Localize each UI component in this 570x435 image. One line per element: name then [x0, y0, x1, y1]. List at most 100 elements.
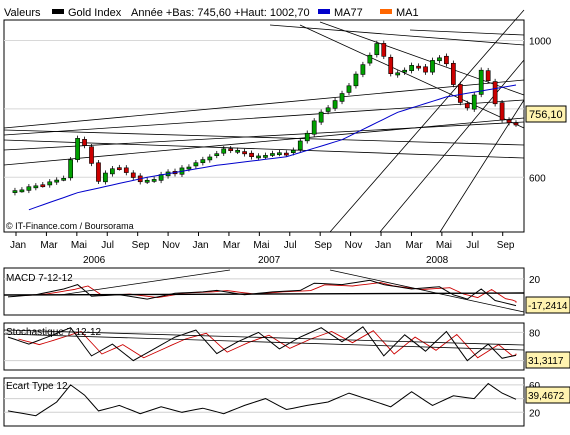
stochastic-value-box	[525, 351, 570, 369]
candle-body	[47, 181, 53, 186]
macd-panel	[3, 267, 525, 316]
macd-y-axis: 20	[529, 275, 541, 286]
candle-body	[381, 43, 387, 57]
x-tick-label: Jul	[466, 240, 479, 251]
trendlines	[3, 9, 525, 233]
candle-body	[54, 179, 60, 183]
candle-body	[485, 70, 491, 82]
candle-body	[457, 84, 463, 103]
candle-body	[249, 152, 254, 158]
candle-body	[82, 139, 87, 146]
x-tick-label: Mai	[71, 240, 87, 251]
trendline	[3, 129, 525, 146]
candle-body	[200, 159, 206, 164]
candle-body	[144, 179, 150, 183]
candle-body	[339, 93, 345, 102]
candle-body	[123, 167, 129, 173]
candle-body	[26, 186, 32, 191]
stochastic-trendline	[3, 329, 525, 346]
candle-body	[311, 120, 317, 135]
candle-body	[270, 153, 275, 156]
candle-body	[346, 85, 352, 93]
stochastic-trendline	[3, 333, 525, 351]
price-tick-label: 600	[529, 173, 546, 184]
candle-body	[478, 69, 484, 95]
trendline	[3, 139, 525, 159]
series-name: Gold Index	[68, 7, 122, 19]
ma77-swatch	[318, 9, 330, 14]
candle-body	[283, 152, 289, 156]
candle-body	[409, 65, 414, 71]
candle-body	[360, 64, 366, 75]
x-tick-label: Sep	[314, 240, 332, 251]
candle-body	[207, 156, 213, 161]
ecart-type-value-box	[525, 386, 570, 404]
macd-trendline	[329, 269, 525, 313]
candle-body	[506, 119, 512, 123]
x-tick-label: Sep	[497, 240, 515, 251]
trendline	[409, 29, 525, 36]
candle-body	[110, 168, 115, 175]
candle-body	[332, 100, 338, 109]
candle-body	[402, 69, 408, 73]
trendline	[3, 99, 525, 136]
candle-body	[492, 81, 498, 105]
candle-body	[19, 189, 25, 193]
candle-body	[256, 155, 261, 159]
candle-body	[367, 54, 373, 64]
candle-body	[416, 65, 421, 69]
candle-body	[430, 60, 435, 73]
candle-body	[353, 73, 359, 87]
candle-body	[395, 72, 401, 76]
indicator-tick-label: 80	[529, 328, 541, 339]
stochastic-lines	[3, 326, 525, 362]
candle-body	[437, 57, 442, 62]
last-price-badge: 756,10	[525, 105, 567, 123]
ma1-label: MA1	[396, 7, 419, 19]
last-price-box	[525, 105, 567, 123]
gold-index-swatch	[52, 9, 64, 14]
macd-title: MACD 7-12-12	[6, 273, 73, 284]
year-stats: Année +Bas: 745,60 +Haut: 1002,70	[131, 7, 310, 19]
macd-value: -17,2414	[528, 301, 568, 312]
candle-body	[388, 56, 394, 74]
candle-body	[96, 162, 101, 182]
candle-body	[103, 172, 108, 183]
trendline	[3, 121, 525, 151]
x-axis: Jan Mar Mai Jul Sep Nov Jan Mar Mai Jul Sep Nov Jan M…	[10, 232, 515, 266]
candle-body	[228, 148, 234, 152]
price-tick-label: 1000	[529, 37, 552, 48]
ecart-type-lines	[4, 382, 524, 417]
candle-body	[33, 185, 39, 189]
candle-body	[61, 178, 67, 181]
trendline	[379, 59, 525, 233]
x-tick-label: Mar	[405, 240, 423, 251]
ecart-type-title: Ecart Type 12	[6, 381, 68, 392]
candle-body	[12, 190, 18, 193]
legend: Valeurs Gold Index Année +Bas: 745,60 +H…	[4, 7, 419, 19]
x-tick-label: Mai	[436, 240, 452, 251]
ecart-type-value: 39,4672	[528, 391, 565, 402]
candle-body	[318, 111, 324, 123]
candle-body	[130, 172, 136, 178]
x-tick-label: Mar	[223, 240, 241, 251]
candle-body	[214, 153, 220, 156]
candle-body	[451, 62, 456, 85]
candle-body	[89, 146, 94, 164]
year-label: 2007	[258, 255, 281, 266]
x-tick-label: Sep	[132, 240, 150, 251]
candle-body	[75, 138, 80, 160]
x-tick-label: Mai	[253, 240, 269, 251]
indicator-tick-label: 20	[529, 408, 541, 419]
x-tick-label: Jan	[375, 240, 391, 251]
stochastic-title: Stochastique 7-12-12	[6, 327, 102, 338]
candle-body	[290, 149, 296, 153]
x-tick-label: Jul	[284, 240, 297, 251]
x-tick-label: Nov	[162, 240, 180, 251]
candle-body	[304, 132, 310, 142]
candle-body	[277, 152, 282, 156]
candle-body	[40, 184, 46, 188]
candle-body	[186, 166, 192, 170]
macd-lines	[3, 269, 525, 313]
ma77-line	[28, 84, 517, 211]
